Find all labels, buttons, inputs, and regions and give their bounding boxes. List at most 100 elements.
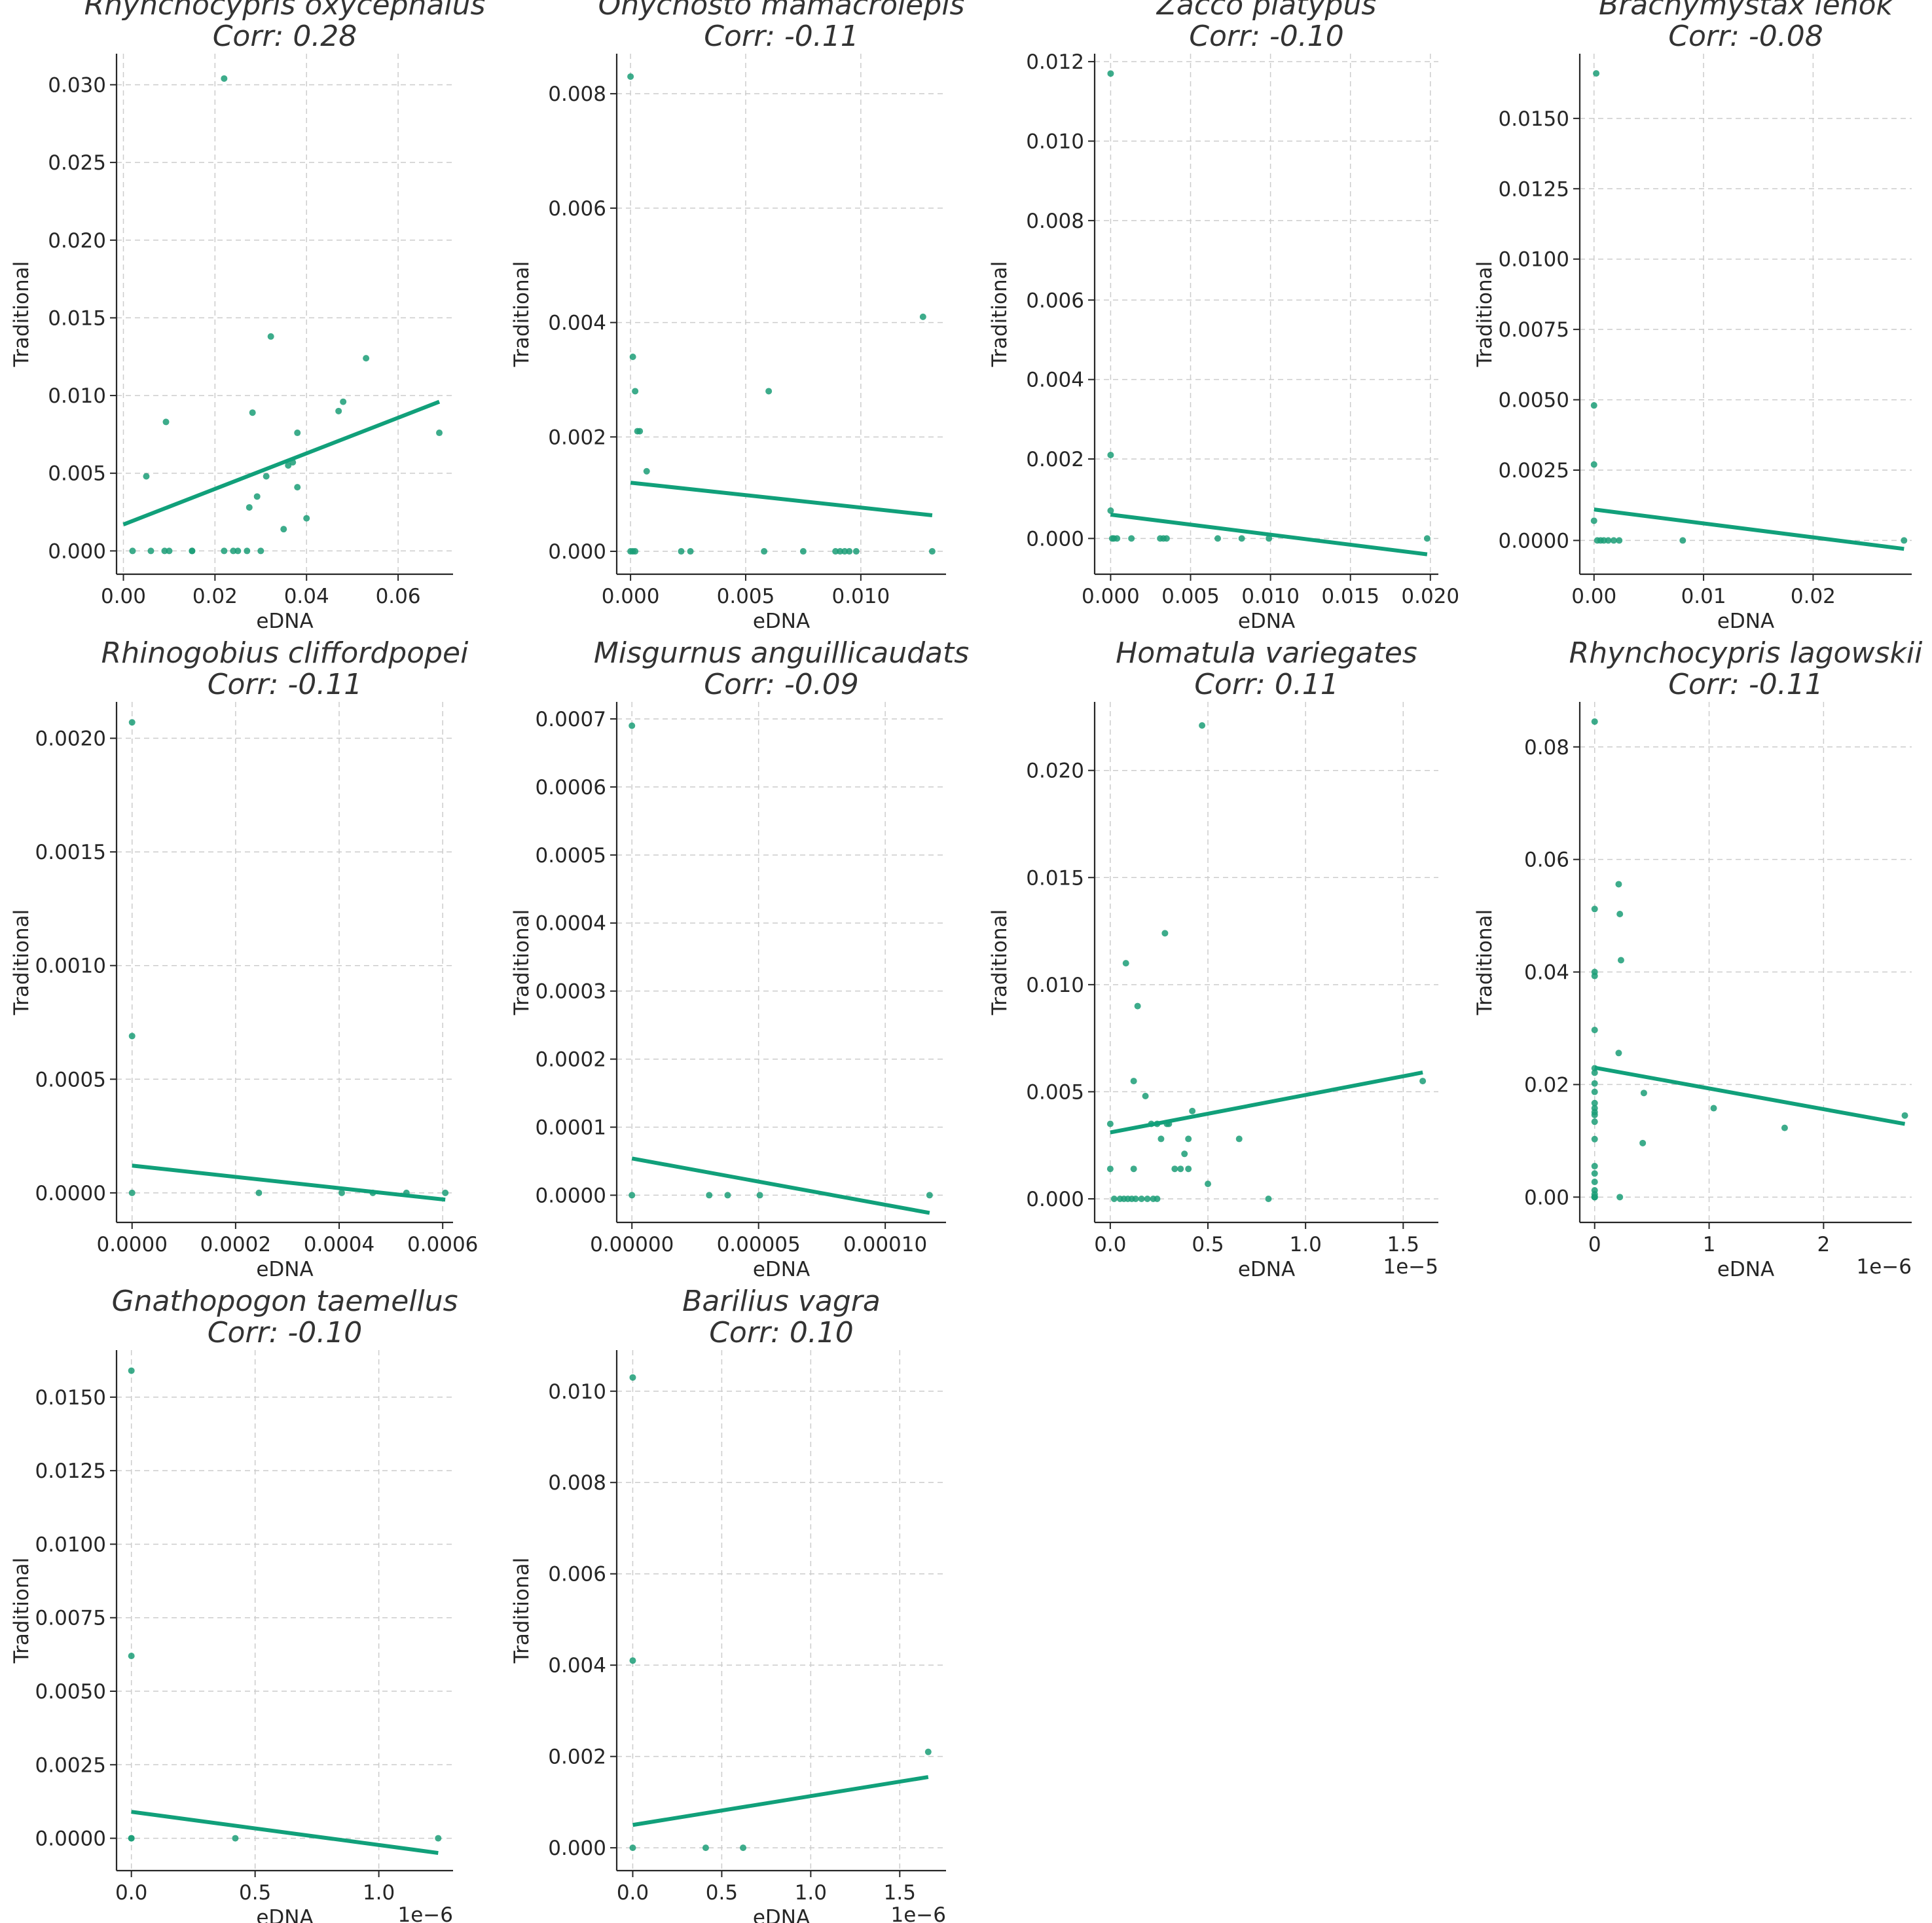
y-tick-label: 0.0100 [35,1533,106,1556]
subplot-corr-label: Corr: -0.08 [1668,20,1823,53]
subplot-3: 0.000 0.005 0.010 0.015 0.020 0.000 0.002 0.004… [988,0,1459,633]
y-tick-label: 0.002 [548,1746,606,1769]
data-point [1616,1194,1624,1201]
data-point [1781,1124,1788,1131]
subplot-corr-label: Corr: -0.10 [208,1316,362,1349]
x-tick-label: 1 [1703,1233,1716,1256]
x-tick-label: 0.0004 [304,1233,374,1256]
y-tick-label: 0.0004 [536,912,606,936]
data-point [162,418,170,426]
subplot-2: 0.000 0.005 0.010 0.000 0.002 0.004 0.006 0.008… [510,0,964,633]
x-tick-label: 0.010 [831,585,890,608]
subplot-title: Onychosto mamacrolepis [598,0,965,22]
data-point [1615,1050,1622,1057]
x-tick-label: 0.00010 [843,1233,927,1256]
subplot-title: Gnathopogon taemellus [111,1285,458,1318]
data-point [143,473,150,480]
y-tick-label: 0.0010 [35,955,106,978]
data-point [340,398,347,405]
y-axis-label: Traditional [988,909,1012,1016]
subplot-5: 0.0000 0.0002 0.0004 0.0006 0.0000 0.0005 0.00… [10,636,478,1281]
data-point [837,548,844,555]
x-tick-label: 0.0000 [96,1233,167,1256]
data-point [1616,537,1623,544]
x-tick-label: 0.06 [376,585,421,608]
y-tick-label: 0.0075 [1499,318,1569,342]
y-tick-label: 0.010 [548,1380,606,1404]
data-point [765,388,773,395]
data-point [1591,972,1598,980]
x-tick-label: 2 [1817,1233,1831,1256]
data-point [1605,537,1612,544]
y-tick-label: 0.010 [1026,130,1084,154]
y-tick-label: 0.025 [48,151,106,175]
y-tick-label: 0.010 [1026,974,1084,997]
data-point [702,1844,709,1852]
data-point [1181,1150,1188,1158]
y-tick-label: 0.004 [1026,369,1084,392]
data-point [1107,507,1114,514]
data-point [632,548,639,555]
y-tick-label: 0.004 [548,312,606,335]
data-point [1106,1120,1114,1127]
data-point [128,1367,135,1374]
y-tick-label: 0.0007 [536,708,606,731]
y-tick-label: 0.0005 [536,844,606,868]
data-point [1591,1080,1598,1087]
subplot-9: 0.0 0.5 1.0 0.0000 0.0025 0.0050 0.0075 0.0100 0… [10,1285,458,1923]
y-axis-label: Traditional [510,909,534,1016]
y-tick-label: 0.005 [1026,1080,1084,1104]
y-tick-label: 0.0003 [536,980,606,1004]
regression-line [632,1775,929,1827]
subplot-title: Rhynchocypris lagowskii [1569,636,1923,670]
x-tick-label: 0.0002 [200,1233,271,1256]
subplot-title: Rhinogobius cliffordpopei [101,636,469,670]
data-point [629,354,636,361]
subplot-corr-label: Corr: -0.11 [208,668,362,701]
y-axis-label: Traditional [10,261,33,367]
y-tick-label: 0.06 [1524,849,1569,872]
x-tick-label: 1.0 [1290,1233,1322,1256]
data-point [678,548,685,555]
data-point [1107,70,1114,77]
data-point [1591,1194,1598,1201]
y-tick-label: 0.0025 [1499,459,1569,483]
y-tick-label: 0.0050 [35,1680,106,1704]
data-point [1163,535,1170,542]
data-point [244,547,251,555]
subplot-7: 0.0 0.5 1.0 1.5 0.000 0.005 0.010 0.015 0.020 Hom… [988,636,1438,1281]
y-tick-label: 0.020 [1026,760,1084,783]
x-tick-label: 0.5 [1192,1233,1224,1256]
data-point [189,547,196,555]
subplot-corr-label: Corr: -0.10 [1189,20,1343,53]
x-tick-label: 0.0006 [407,1233,478,1256]
data-point [1591,1118,1598,1126]
x-tick-label: 0.000 [602,585,660,608]
subplot-title: Barilius vagra [682,1285,881,1318]
data-point [832,548,839,555]
data-point [643,467,650,475]
x-offset-label: 1e−6 [891,1903,947,1923]
data-point [724,1192,731,1199]
data-point [1423,535,1431,542]
data-point [1185,1165,1192,1173]
data-point [1157,1135,1165,1143]
data-point [928,548,936,555]
y-tick-label: 0.0050 [1499,389,1569,412]
data-point [335,407,342,414]
data-point [1130,1165,1137,1173]
y-tick-label: 0.008 [548,82,606,106]
x-tick-label: 0.005 [717,585,775,608]
data-point [1591,718,1598,725]
x-tick-label: 0.0 [1094,1233,1126,1256]
y-tick-label: 0.000 [48,540,106,563]
subplot-4: 0.00 0.01 0.02 0.0000 0.0025 0.0050 0.0075 0.01… [1473,0,1912,633]
data-point [338,1189,345,1196]
data-point [1591,1163,1598,1170]
data-point [629,1844,636,1852]
y-tick-label: 0.00 [1524,1186,1569,1209]
data-point [1106,1165,1114,1173]
x-tick-label: 1.0 [363,1881,395,1905]
y-tick-label: 0.0150 [1499,107,1569,131]
x-tick-label: 0 [1588,1233,1601,1256]
